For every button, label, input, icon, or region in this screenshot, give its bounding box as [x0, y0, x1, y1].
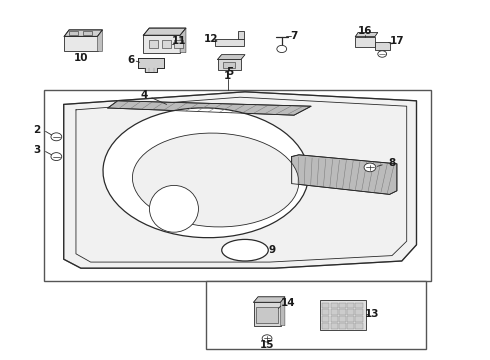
Polygon shape	[64, 30, 102, 36]
Polygon shape	[355, 32, 378, 37]
Text: 7: 7	[290, 31, 298, 41]
Polygon shape	[98, 30, 102, 51]
Text: 2: 2	[33, 125, 40, 135]
Bar	[162, 40, 171, 48]
Text: 13: 13	[365, 309, 380, 319]
Bar	[330, 309, 338, 315]
Ellipse shape	[132, 133, 299, 227]
Bar	[347, 302, 354, 308]
Polygon shape	[180, 28, 186, 53]
Bar	[356, 302, 363, 308]
Circle shape	[277, 45, 287, 53]
Ellipse shape	[149, 185, 198, 232]
Bar	[69, 31, 78, 35]
Bar	[223, 62, 235, 68]
Bar	[339, 316, 346, 322]
Bar	[356, 323, 363, 328]
Text: 5: 5	[226, 67, 233, 77]
Bar	[256, 306, 278, 323]
Text: 4: 4	[141, 90, 148, 100]
Text: 12: 12	[203, 33, 218, 44]
Polygon shape	[144, 28, 186, 35]
Bar	[174, 40, 183, 48]
Text: 17: 17	[390, 36, 404, 46]
Polygon shape	[64, 92, 416, 268]
Circle shape	[262, 335, 272, 342]
Text: 15: 15	[260, 339, 274, 350]
Bar	[347, 309, 354, 315]
Circle shape	[378, 51, 387, 57]
Bar	[330, 316, 338, 322]
Text: 10: 10	[74, 53, 88, 63]
Text: 8: 8	[389, 158, 395, 168]
Bar	[356, 316, 363, 322]
Bar	[144, 35, 180, 53]
Bar	[330, 323, 338, 328]
Bar	[330, 302, 338, 308]
Bar	[238, 31, 244, 39]
Bar	[44, 90, 431, 281]
Text: 3: 3	[33, 145, 40, 156]
Text: 1: 1	[224, 71, 231, 81]
Bar	[322, 302, 329, 308]
Bar	[64, 36, 98, 51]
Bar	[355, 37, 375, 47]
Bar	[322, 316, 329, 322]
Polygon shape	[254, 297, 285, 302]
Bar	[206, 281, 426, 349]
Circle shape	[51, 133, 62, 141]
Bar	[339, 323, 346, 328]
Polygon shape	[280, 297, 285, 325]
Polygon shape	[218, 55, 245, 59]
Bar	[218, 59, 241, 70]
Bar	[254, 302, 281, 325]
Text: 11: 11	[172, 36, 187, 46]
Bar	[215, 39, 244, 46]
Text: 6: 6	[128, 55, 135, 65]
Bar	[375, 42, 390, 50]
Bar	[339, 302, 346, 308]
Bar	[322, 323, 329, 328]
Bar	[83, 31, 92, 35]
Bar	[356, 309, 363, 315]
Bar	[319, 300, 366, 330]
Bar	[322, 309, 329, 315]
Circle shape	[51, 153, 62, 161]
Ellipse shape	[103, 108, 309, 238]
Bar	[149, 40, 158, 48]
Text: 14: 14	[281, 298, 295, 308]
Text: 16: 16	[358, 26, 372, 36]
Circle shape	[364, 163, 376, 172]
Bar	[347, 323, 354, 328]
Ellipse shape	[221, 239, 269, 261]
Polygon shape	[138, 58, 164, 72]
Text: 9: 9	[269, 245, 275, 255]
Polygon shape	[292, 155, 397, 194]
Bar	[347, 316, 354, 322]
Bar	[339, 309, 346, 315]
Polygon shape	[108, 101, 311, 115]
